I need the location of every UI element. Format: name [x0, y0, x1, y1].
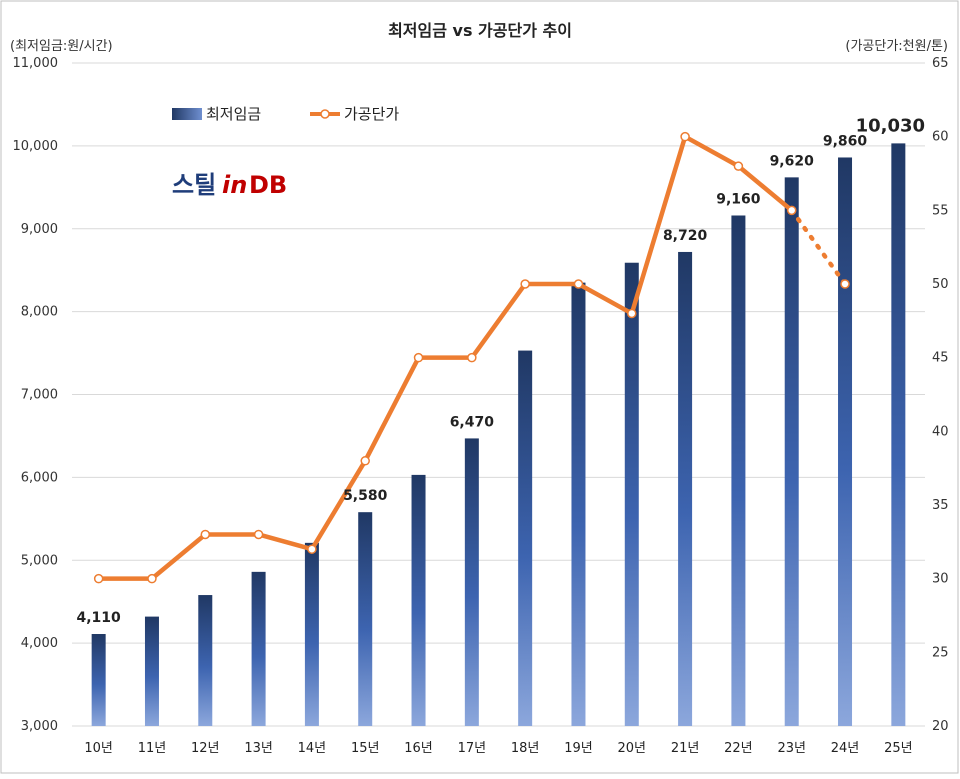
- bar: [518, 350, 533, 726]
- legend-label-cost: 가공단가: [344, 105, 399, 123]
- bar: [144, 616, 159, 726]
- line-solid-segment: [98, 134, 794, 581]
- bar-data-label: 6,470: [450, 414, 495, 430]
- bar: [838, 157, 853, 727]
- bar-data-label: 4,110: [77, 610, 122, 626]
- line-point: [360, 456, 370, 466]
- x-tick-label: 22년: [724, 741, 753, 756]
- right-tick-label: 20: [932, 719, 949, 734]
- right-tick-label: 50: [932, 277, 949, 292]
- bar-data-label: 9,160: [716, 191, 761, 207]
- line-point: [307, 544, 317, 554]
- x-tick-label: 11년: [138, 741, 167, 756]
- x-tick-label: 14년: [298, 741, 327, 756]
- right-tick-label: 65: [932, 56, 949, 71]
- bar: [624, 262, 639, 726]
- bar: [91, 634, 106, 726]
- left-tick-label: 8,000: [21, 305, 58, 320]
- line-point: [680, 131, 690, 142]
- x-tick-label: 18년: [511, 741, 540, 756]
- x-tick-label: 13년: [244, 741, 273, 756]
- bar-data-label: 10,030: [856, 115, 925, 136]
- bar: [464, 438, 479, 726]
- left-tick-label: 5,000: [21, 553, 58, 568]
- right-tick-label: 60: [932, 130, 949, 145]
- line-series-processing-cost: [93, 131, 850, 584]
- bar: [411, 474, 426, 726]
- x-tick-label: 12년: [191, 741, 220, 756]
- x-tick-label: 17년: [458, 741, 487, 756]
- steelindb-logo: 스틸 in DB: [172, 171, 287, 199]
- line-point: [733, 161, 744, 171]
- line-point: [520, 279, 530, 289]
- logo-text-in: in: [222, 171, 247, 199]
- right-axis-label: (가공단가:천원/톤): [845, 39, 948, 54]
- line-dashed-segment: [789, 208, 848, 287]
- chart-title: 최저임금 vs 가공단가 추이: [388, 21, 572, 40]
- bar: [571, 282, 586, 726]
- bar-data-label: 9,620: [770, 153, 815, 169]
- line-point: [573, 279, 584, 289]
- left-tick-label: 7,000: [21, 388, 58, 403]
- right-tick-label: 45: [932, 351, 949, 366]
- line-point: [413, 352, 424, 363]
- bar: [304, 542, 319, 726]
- left-tick-label: 6,000: [21, 470, 58, 485]
- x-tick-label: 20년: [618, 741, 647, 756]
- x-axis-ticks: 10년 11년 12년 13년 14년 15년 16년 17년 18년 19년 20년 21년 22년 2…: [84, 741, 912, 756]
- x-tick-label: 24년: [831, 741, 860, 756]
- x-tick-label: 15년: [351, 741, 380, 756]
- bar: [358, 512, 373, 726]
- left-axis-ticks: 3,000 4,000 5,000 6,000 7,000 8,000 9,000 10,00…: [13, 56, 59, 734]
- line-point: [786, 205, 797, 216]
- logo-text-main: 스틸: [172, 171, 216, 199]
- bar: [731, 215, 746, 727]
- line-point: [467, 352, 477, 363]
- x-tick-label: 23년: [777, 741, 806, 756]
- line-point: [200, 529, 211, 540]
- bar-data-label: 9,860: [823, 133, 868, 149]
- x-tick-label: 21년: [671, 741, 700, 756]
- line-point: [627, 308, 637, 319]
- left-tick-label: 11,000: [13, 56, 59, 71]
- legend-bar-swatch: [172, 108, 202, 120]
- bar: [784, 177, 799, 726]
- bar: [891, 143, 906, 727]
- left-axis-label: (최저임금:원/시간): [10, 39, 113, 54]
- left-tick-label: 4,000: [21, 636, 58, 651]
- line-point: [147, 573, 157, 584]
- right-tick-label: 30: [932, 572, 949, 587]
- x-tick-label: 16년: [404, 741, 433, 756]
- x-tick-label: 19년: [564, 741, 593, 756]
- bar: [251, 571, 266, 726]
- bar: [678, 251, 693, 726]
- right-tick-label: 25: [932, 645, 949, 660]
- data-labels: 4,110 5,580 6,470 8,720 9,160 9,620 9,86010,03…: [77, 115, 926, 626]
- right-tick-label: 40: [932, 424, 949, 439]
- legend-label-wage: 최저임금: [206, 105, 261, 123]
- x-tick-label: 25년: [884, 741, 913, 756]
- right-tick-label: 35: [932, 498, 949, 513]
- left-tick-label: 10,000: [13, 139, 59, 154]
- left-tick-label: 3,000: [21, 719, 58, 734]
- line-point: [93, 573, 104, 584]
- bar: [198, 595, 213, 726]
- x-tick-label: 10년: [84, 741, 113, 756]
- bar-series-minimum-wage: [91, 143, 906, 727]
- legend: 최저임금 가공단가: [172, 105, 399, 123]
- gridlines: [72, 62, 925, 727]
- bar-data-label: 8,720: [663, 228, 708, 244]
- logo-text-db: DB: [249, 171, 287, 199]
- bar-data-label: 5,580: [343, 488, 388, 504]
- right-tick-label: 55: [932, 203, 949, 218]
- line-point: [840, 279, 850, 289]
- right-axis-ticks: 20 25 30 35 40 45 50 55 60 65: [932, 56, 949, 734]
- legend-line-marker: [320, 109, 330, 119]
- line-point: [253, 529, 264, 540]
- left-tick-label: 9,000: [21, 222, 58, 237]
